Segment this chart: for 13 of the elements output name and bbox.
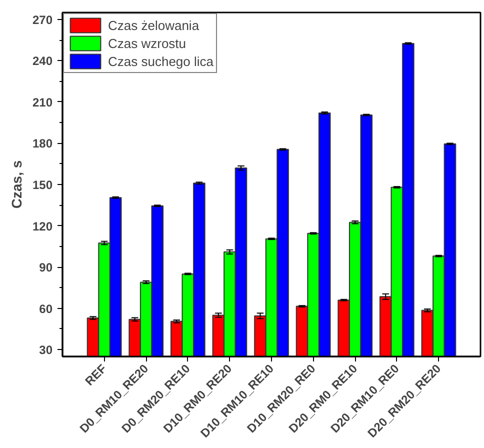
y-tick-label: 210	[32, 95, 53, 110]
y-tick-label: 120	[32, 219, 53, 234]
legend-label: Czas wzrostu	[108, 36, 186, 50]
y-tick-label: 180	[32, 136, 53, 151]
y-tick-label: 150	[32, 178, 53, 192]
y-tick-label: 240	[32, 54, 53, 68]
y-tick-label: 90	[39, 260, 53, 275]
y-tick-label: 270	[32, 12, 53, 27]
legend-label: Czas żelowania	[108, 18, 200, 32]
y-tick-label: 30	[39, 343, 53, 358]
y-axis-title: Czas, s	[8, 160, 24, 209]
y-tick-label: 60	[39, 302, 53, 316]
legend-label: Czas suchego lica	[108, 54, 214, 68]
